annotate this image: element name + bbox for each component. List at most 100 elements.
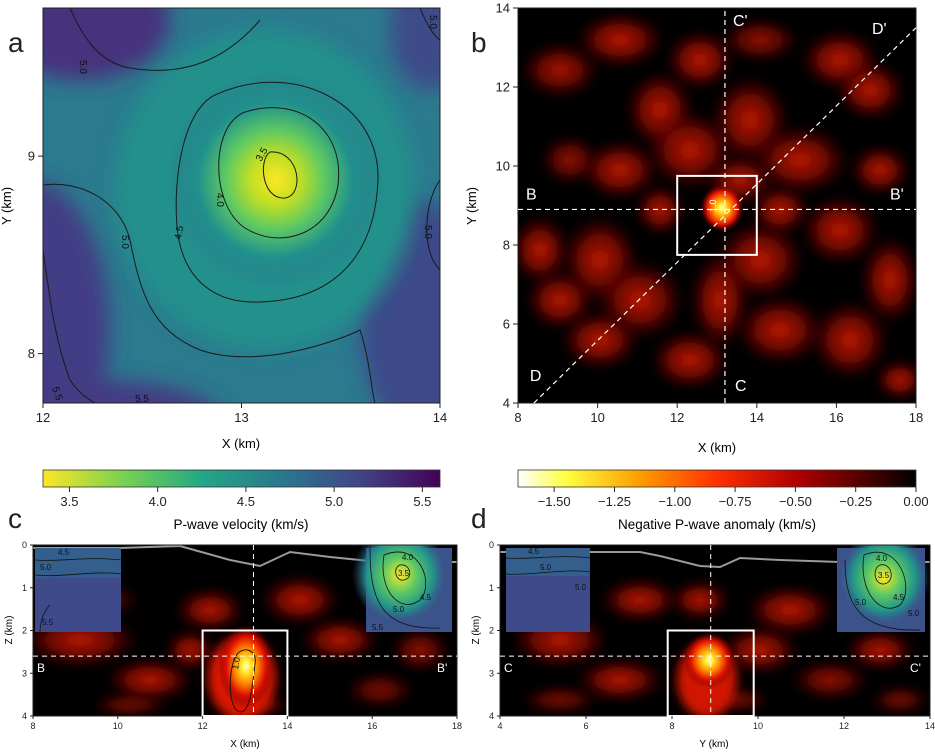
section-end-label: B (37, 661, 45, 675)
colorbar-anomaly-label: Negative P-wave anomaly (km/s) (618, 517, 816, 532)
zoom-box (666, 629, 755, 717)
x-tick-label: 12 (36, 410, 50, 425)
colorbar-tick-label: 0.00 (903, 494, 928, 509)
x-tick-label: 14 (750, 410, 764, 425)
panel-c-inset-right: 4.0 3.5 4.5 5.0 5.5 (352, 545, 452, 632)
panel-b-plot: 1.0 B B' C C' D D' 8 10 12 14 16 18 4 6 8 10 12 14 X (km… (464, 1, 923, 455)
y-tick-label: 8 (28, 346, 35, 361)
x-tick-label: 16 (829, 410, 843, 425)
anomaly-blob (720, 626, 800, 674)
inset-contour-label: 5.0 (575, 583, 587, 592)
anomaly-blob (520, 686, 600, 714)
profile-label: D (530, 368, 542, 385)
colorbar-velocity-bar (42, 469, 441, 488)
x-tick-label: 8 (30, 721, 35, 731)
panel-a-contour-label: 5.0 (422, 225, 433, 239)
colorbar-tick-label: −0.50 (779, 494, 812, 509)
panel-a-contour-label: 5.0 (119, 235, 130, 249)
panel-c-contour-label: 1.0 (230, 656, 242, 670)
y-tick-label: 4 (489, 711, 494, 721)
inset-contour-label: 5.5 (42, 618, 54, 627)
x-tick-label: 10 (590, 410, 604, 425)
y-tick-label: 4 (503, 396, 510, 411)
x-tick-label: 16 (367, 721, 377, 731)
panel-d-ylabel: Z (km) (471, 616, 482, 645)
panel-a-contour-label: 5.0 (427, 15, 438, 29)
x-tick-label: 14 (282, 721, 292, 731)
anomaly-blob (560, 310, 640, 370)
panel-d-inset-left: 4.5 5.0 5.0 (505, 547, 591, 632)
colorbar-tick-label: 5.0 (325, 494, 343, 509)
anomaly-blob (260, 575, 340, 625)
panel-a-plot: 5.0 5.0 3.5 4.0 4.5 5.0 5.0 5.5 5.5 12 13… (0, 7, 447, 451)
x-tick-label: 14 (433, 410, 447, 425)
x-tick-label: 18 (452, 721, 462, 731)
y-tick-label: 12 (496, 80, 510, 95)
y-tick-label: 4 (22, 711, 27, 721)
x-tick-label: 18 (909, 410, 923, 425)
panel-d-xlabel: Y (km) (699, 739, 728, 750)
zoom-box (201, 629, 289, 717)
inset-contour-label: 5.0 (908, 609, 920, 618)
panel-d-inset-right: 4.0 3.5 5.0 4.5 5.0 (837, 545, 930, 632)
anomaly-blob (670, 580, 730, 620)
panel-letter-b: b (471, 27, 487, 58)
anomaly-blob (345, 672, 415, 708)
anomaly-blob (720, 18, 800, 62)
section-end-label: C' (910, 661, 921, 675)
panel-c-xlabel: X (km) (230, 739, 259, 750)
x-tick-label: 8 (514, 410, 521, 425)
panel-c-peak (218, 624, 274, 708)
panel-d-peak (683, 632, 735, 688)
x-tick-label: 6 (583, 721, 588, 731)
inset-contour-label: 4.5 (58, 548, 70, 557)
x-tick-label: 14 (925, 721, 935, 731)
panel-c-inset-left: 4.5 5.0 5.5 (34, 548, 122, 633)
anomaly-blob (850, 145, 910, 195)
y-tick-label: 3 (489, 668, 494, 678)
panel-b-ylabel: Y (km) (464, 187, 479, 225)
panel-a-contour-label: 5.0 (77, 60, 88, 74)
colorbar-velocity: 3.5 4.0 4.5 5.0 5.5 P-wave velocity (km/s) (42, 469, 441, 532)
inset-contour-label: 5.0 (540, 563, 552, 572)
zoom-box (676, 174, 758, 256)
section-end-label: B' (437, 661, 447, 675)
inset-contour-label: 4.0 (876, 554, 888, 563)
inset-contour-label: 5.0 (40, 563, 52, 572)
anomaly-blob (790, 660, 870, 700)
anomaly-blob (845, 630, 915, 670)
y-tick-label: 9 (28, 149, 35, 164)
anomaly-blob (835, 60, 905, 120)
y-tick-label: 1 (489, 583, 494, 593)
panel-b-frame (517, 7, 917, 404)
anomaly-blob (518, 215, 570, 285)
section-end-label: C (504, 661, 513, 675)
inset-contour-label: 5.0 (393, 605, 405, 614)
x-tick-label: 8 (669, 721, 674, 731)
anomaly-blob (750, 125, 850, 195)
inset-contour-label: 5.5 (372, 623, 384, 632)
panel-letter-c: c (8, 503, 22, 534)
anomaly-blob (665, 30, 735, 90)
panel-b-peak-label: 1.0 (708, 199, 718, 212)
panel-a-contour-label: 4.5 (173, 224, 186, 240)
inset-contour-label: 3.5 (878, 571, 890, 580)
colorbar-velocity-label: P-wave velocity (km/s) (173, 517, 308, 532)
profile-label: C (735, 378, 747, 395)
y-tick-label: 14 (496, 1, 510, 16)
anomaly-blob (575, 12, 665, 68)
inset-contour-label: 4.5 (893, 593, 905, 602)
inset-contour-label: 5.0 (855, 598, 867, 607)
inset-contour-label: 4.5 (420, 593, 432, 602)
inset-contour-label: 3.5 (398, 569, 410, 578)
anomaly-blob (735, 295, 825, 365)
profile-label: B' (890, 186, 904, 203)
profile-label: C' (733, 13, 748, 30)
panel-a-contours (43, 8, 440, 403)
anomaly-blob (525, 270, 595, 330)
panel-a-peak (165, 70, 385, 290)
colorbar-tick-label: 4.0 (149, 494, 167, 509)
panel-d-topography (500, 551, 930, 569)
panel-d-plot: 4.5 5.0 5.0 4.0 3.5 5.0 4.5 5.0 C C' 4 6 8 1… (471, 540, 935, 750)
